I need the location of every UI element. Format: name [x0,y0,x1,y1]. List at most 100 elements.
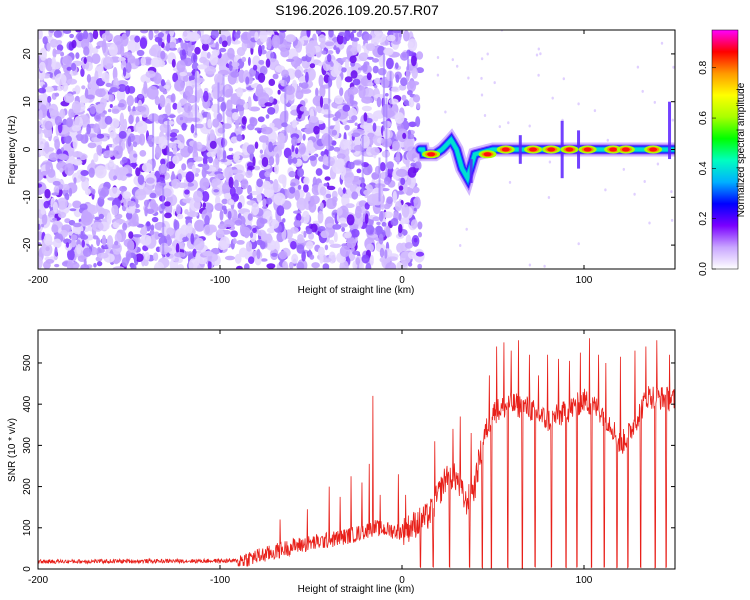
noise-speckle [350,70,358,79]
noise-speckle [179,72,188,77]
noise-speckle [380,202,385,210]
noise-speckle [398,33,402,38]
noise-speckle [230,136,239,144]
noise-speckle [288,170,296,178]
noise-speckle [364,213,369,225]
noise-speckle [344,147,350,157]
noise-speckle [126,173,133,177]
noise-speckle [136,190,147,196]
noise-speckle [398,223,403,234]
background-speckle [537,73,540,77]
noise-speckle [364,202,370,210]
noise-speckle [70,234,78,241]
noise-speckle [290,226,299,234]
noise-speckle [72,222,82,228]
noise-speckle [176,101,182,114]
noise-speckle [87,204,99,215]
noise-speckle [284,85,295,96]
noise-speckle [351,132,361,138]
noise-speckle [174,257,180,263]
noise-speckle [183,75,189,82]
noise-speckle [137,174,145,185]
background-speckle [459,244,462,247]
noise-speckle [56,44,64,52]
noise-speckle [140,30,149,34]
noise-speckle [324,176,331,181]
noise-speckle [73,177,77,185]
noise-speckle [106,235,114,249]
noise-speckle [126,95,134,107]
noise-speckle [153,261,165,269]
noise-speckle [372,65,379,74]
noise-speckle [407,251,417,259]
noise-speckle [344,58,350,70]
noise-speckle [344,76,353,83]
noise-speckle [80,231,84,236]
snr-y-tick-label: 500 [22,354,33,371]
noise-speckle [72,159,83,166]
noise-speckle [195,141,203,150]
background-speckle [537,47,540,51]
noise-speckle [72,200,82,209]
noise-speckle [351,228,360,238]
noise-speckle [215,229,225,239]
noise-speckle [146,177,155,184]
noise-speckle [208,156,213,164]
noise-speckle [218,36,223,45]
noise-speckle [132,141,138,148]
noise-speckle [119,112,125,126]
noise-speckle [127,104,131,112]
noise-speckle [102,56,114,70]
noise-speckle [298,142,306,155]
noise-speckle [215,41,219,53]
background-speckle [641,89,644,93]
noise-speckle [403,99,409,106]
noise-speckle [367,82,374,87]
noise-speckle [181,163,187,171]
noise-speckle [128,231,134,239]
noise-speckle [291,253,299,264]
background-speckle [622,167,625,171]
noise-speckle [120,33,129,47]
noise-speckle [379,256,389,263]
noise-speckle [336,153,346,160]
noise-speckle [213,189,219,193]
noise-speckle [83,57,87,64]
ridge-hotspot-core [483,152,492,157]
spectrogram-x-label: Height of straight line (km) [298,285,415,296]
noise-speckle [346,119,355,124]
noise-speckle [318,34,326,43]
noise-streak [152,113,155,172]
noise-speckle [273,192,286,206]
noise-speckle [204,215,210,226]
noise-speckle [336,75,342,89]
noise-speckle [229,199,235,205]
noise-speckle [209,140,217,149]
noise-speckle [141,162,153,173]
background-speckle [548,160,552,164]
noise-speckle [229,186,236,197]
noise-speckle [63,30,72,34]
noise-speckle [345,203,355,209]
noise-speckle [122,222,128,231]
noise-speckle [261,156,269,168]
noise-speckle [394,112,405,124]
noise-speckle [365,262,372,269]
noise-speckle [125,85,131,95]
noise-speckle [276,205,285,217]
noise-speckle [342,187,346,194]
noise-speckle [305,44,316,58]
noise-speckle [269,122,275,129]
noise-speckle [94,216,101,221]
noise-speckle [47,95,52,103]
noise-speckle [252,64,258,71]
background-speckle [562,77,565,81]
colorbar-tick-label: 0.4 [698,161,709,175]
noise-speckle [109,187,121,199]
noise-speckle [349,55,357,64]
noise-speckle [260,258,268,262]
noise-speckle [150,224,155,231]
noise-speckle [91,53,101,65]
noise-speckle [125,62,132,74]
